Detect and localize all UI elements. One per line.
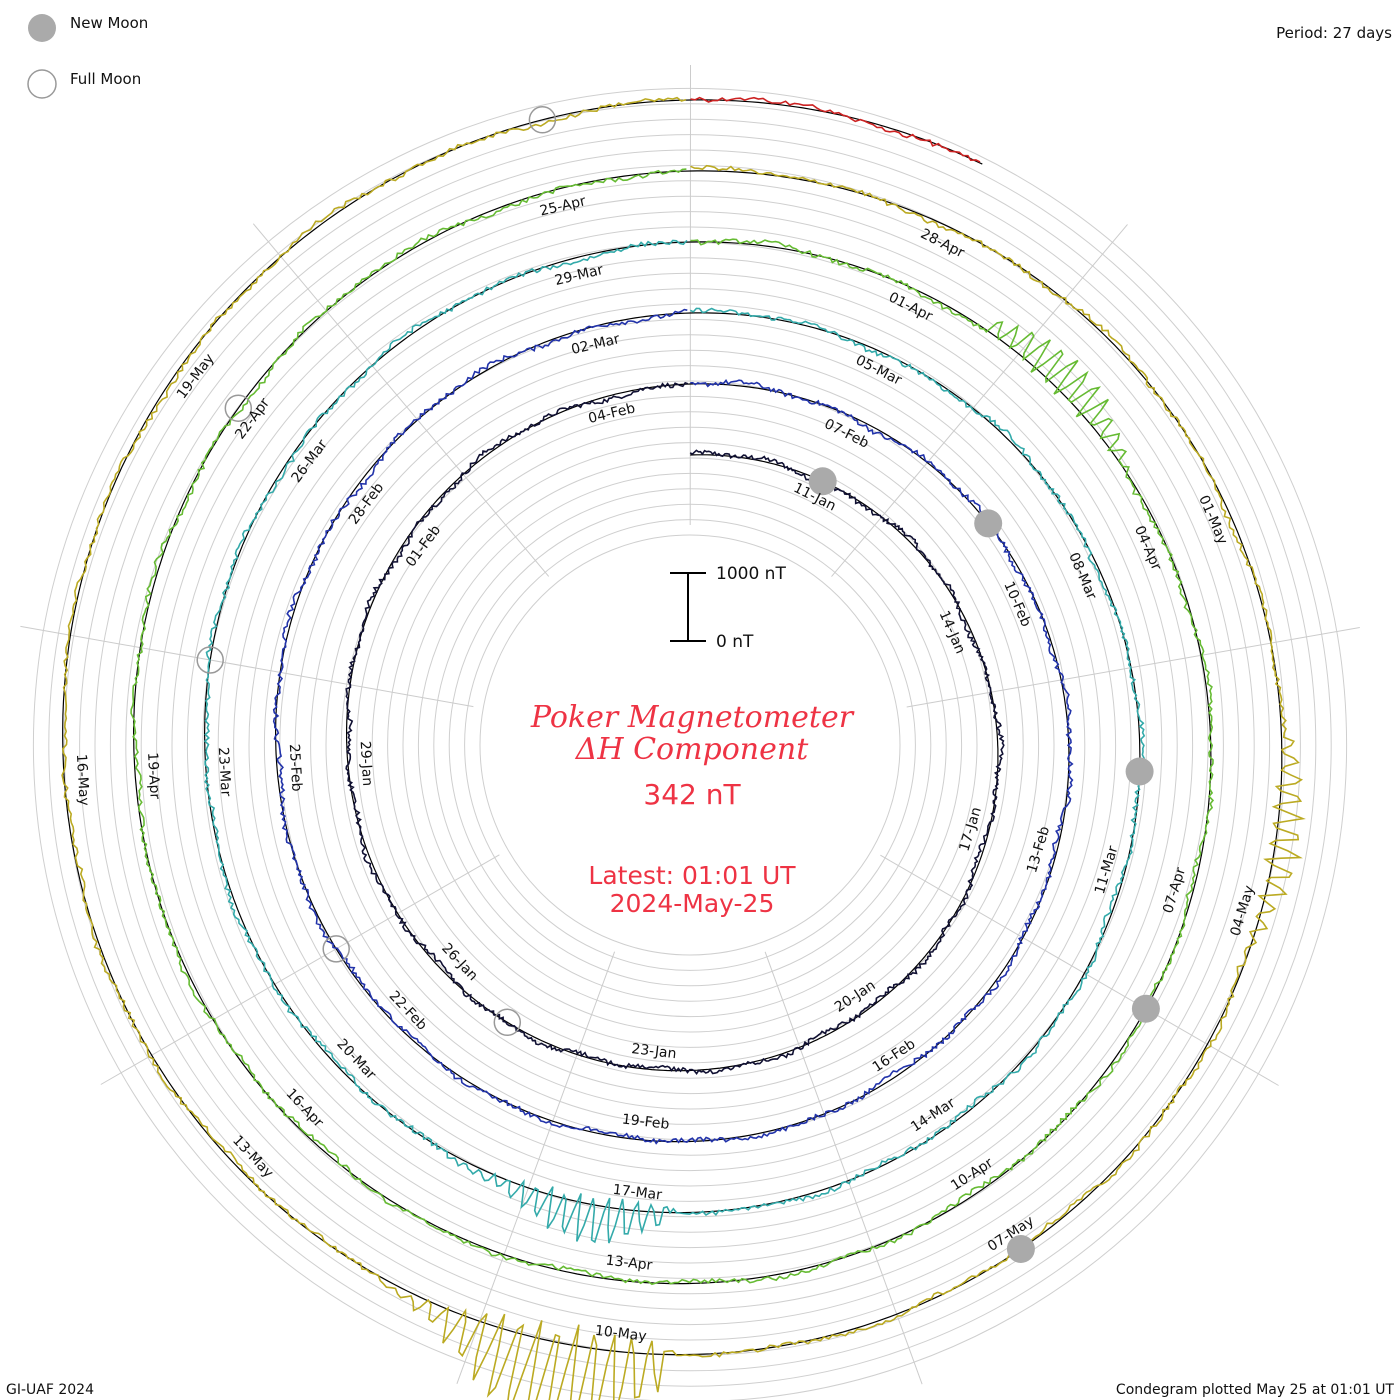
date-label: 01-Feb [403, 522, 444, 570]
full-moon-legend-icon [27, 69, 57, 99]
radial-spoke [456, 951, 616, 1384]
date-label: 04-Feb [587, 400, 637, 427]
date-label: 28-Apr [918, 226, 967, 261]
chart-title: Poker Magnetometer [530, 700, 855, 735]
date-label: 01-May [1195, 493, 1230, 547]
footer-right: Condegram plotted May 25 at 01:01 UT [1116, 1382, 1395, 1398]
grid-ring [479, 534, 901, 956]
new-moon-legend-label: New Moon [70, 14, 148, 32]
series-line [690, 96, 981, 163]
date-label: 13-Apr [605, 1253, 654, 1274]
baseline-spiral-path [62, 99, 1283, 1356]
date-label: 28-Feb [346, 480, 387, 528]
date-label: 19-May [174, 351, 218, 402]
full-moon-marker [196, 646, 224, 674]
date-label: 23-Jan [631, 1041, 678, 1062]
date-label: 16-Feb [870, 1036, 919, 1076]
scale-top-label: 1000 nT [716, 564, 786, 584]
date-label: 16-May [73, 754, 92, 807]
radial-spoke [252, 223, 550, 577]
new-moon-marker [1006, 1235, 1035, 1263]
series-line [61, 96, 1306, 1400]
date-label: 02-Mar [570, 331, 622, 358]
new-moon-legend-icon [28, 14, 56, 42]
latest-date: 2024-May-25 [610, 889, 775, 918]
series-line [345, 381, 1005, 1075]
period-text: Period: 27 days [1276, 24, 1392, 42]
full-moon-marker [322, 935, 350, 963]
date-label: 14-Mar [908, 1095, 958, 1136]
full-moon-legend-label: Full Moon [70, 70, 141, 88]
radial-spoke [906, 627, 1360, 708]
full-moon-marker [528, 106, 557, 134]
date-label: 10-May [594, 1323, 647, 1345]
date-label: 25-Apr [538, 193, 587, 219]
new-moon-marker [974, 509, 1003, 538]
date-label: 16-Apr [283, 1086, 327, 1131]
date-label: 25-Feb [286, 743, 305, 792]
date-label: 20-Mar [333, 1036, 379, 1083]
date-label: 13-May [229, 1133, 276, 1182]
series-line [130, 168, 1215, 1286]
date-label: 19-Feb [621, 1111, 670, 1132]
data-series [61, 96, 1306, 1400]
current-value: 342 nT [643, 778, 741, 811]
chart-subtitle: ΔH Component [575, 732, 809, 767]
new-moon-marker [1131, 994, 1160, 1023]
radial-spoke [880, 854, 1279, 1086]
date-label: 07-Apr [1160, 866, 1189, 916]
date-label: 05-Mar [853, 352, 904, 389]
date-label: 23-Mar [215, 747, 234, 797]
date-label: 17-Mar [612, 1182, 663, 1204]
date-label: 04-May [1228, 884, 1258, 938]
new-moon-marker [808, 467, 837, 496]
latest-time: Latest: 01:01 UT [588, 861, 796, 890]
radial-spoke [100, 854, 500, 1085]
date-label: 20-Jan [832, 977, 879, 1015]
date-label: 26-Jan [438, 940, 481, 984]
date-label: 08-Mar [1065, 550, 1099, 602]
full-moon-marker [224, 394, 253, 422]
baseline-spiral [62, 99, 1283, 1356]
date-label: 29-Jan [357, 741, 376, 787]
date-label: 07-Feb [822, 416, 872, 452]
full-moon-marker [493, 1008, 522, 1037]
new-moon-marker [1125, 757, 1154, 786]
footer-left: GI-UAF 2024 [6, 1382, 94, 1398]
series-line [203, 239, 1146, 1244]
radial-spoke [20, 625, 474, 708]
scale-bottom-label: 0 nT [716, 632, 754, 652]
series-line [272, 308, 1074, 1145]
radial-spoke [764, 951, 923, 1385]
date-label: 19-Apr [144, 752, 163, 800]
scale-bar [670, 572, 706, 642]
moon-markers [196, 106, 1160, 1263]
date-label: 22-Apr [232, 395, 273, 442]
